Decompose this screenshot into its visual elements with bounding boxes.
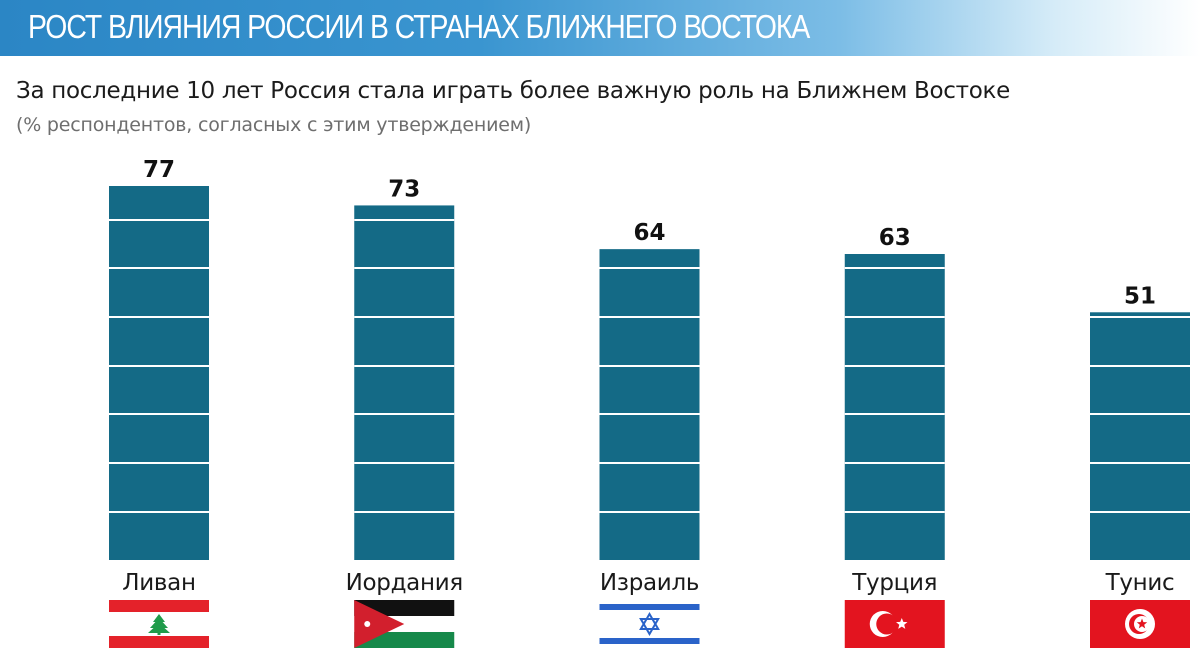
chart-subtitle: За последние 10 лет Россия стала играть …	[16, 78, 1010, 104]
bar	[844, 254, 945, 560]
bar	[599, 249, 700, 560]
data-label: 51	[1124, 283, 1156, 309]
bar	[354, 205, 455, 560]
israel-flag-icon	[599, 600, 700, 648]
bar-group-0: 77 Ливан	[109, 157, 209, 648]
category-label: Тунис	[1105, 570, 1175, 596]
category-label: Иордания	[346, 570, 463, 596]
banner-title: РОСТ ВЛИЯНИЯ РОССИИ В СТРАНАХ БЛИЖНЕГО В…	[28, 8, 810, 45]
bar	[109, 186, 209, 560]
data-label: 64	[633, 220, 665, 246]
category-label: Израиль	[600, 570, 699, 596]
bar-group-3: 63 Турция	[844, 225, 945, 648]
bar-group-1: 73 Иордания	[346, 176, 463, 648]
category-label: Турция	[851, 570, 937, 596]
data-label: 77	[143, 157, 175, 183]
chart-note: (% респондентов, согласных с этим утверж…	[16, 114, 532, 136]
data-label: 63	[879, 225, 911, 251]
tunisia-flag-icon	[1090, 600, 1190, 648]
category-label: Ливан	[122, 570, 195, 596]
turkey-flag-icon	[844, 600, 945, 648]
jordan-flag-icon	[354, 600, 455, 648]
bar-group-2: 64 Израиль	[599, 220, 700, 648]
bar	[1090, 312, 1190, 560]
header-banner: РОСТ ВЛИЯНИЯ РОССИИ В СТРАНАХ БЛИЖНЕГО В…	[0, 0, 1200, 56]
data-label: 73	[388, 176, 420, 202]
lebanon-flag-icon	[109, 600, 209, 648]
bar-group-4: 51 Тунис	[1090, 283, 1190, 648]
